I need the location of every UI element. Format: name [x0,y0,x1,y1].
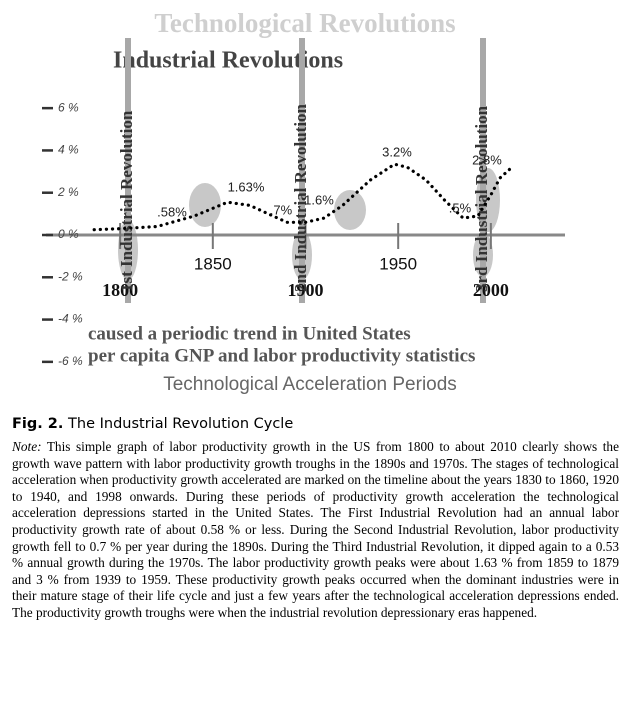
y-tick-label: -2 % [58,269,83,283]
caption-label: Fig. 2. [12,416,64,432]
y-tick-label: 0 % [58,227,79,241]
footer-title: Technological Acceleration Periods [163,374,457,395]
y-tick-label: -6 % [58,354,83,368]
y-tick-label: 6 % [58,100,79,114]
note: Note: This simple graph of labor product… [12,439,619,622]
annotation: 1.63% [228,179,265,194]
period-bar [480,38,486,303]
footer-line: per capita GNP and labor productivity st… [88,345,475,366]
period-label: 2nd Industrial Revolution [291,103,310,292]
annotation: 2.8% [472,152,502,167]
y-tick-label: 2 % [57,185,79,199]
annotation: 1.6% [304,192,334,207]
data-line [92,162,511,232]
note-text: This simple graph of labor productivity … [12,439,619,620]
period-bar [299,38,305,303]
annotation: .7% [270,202,293,217]
x-tick-label: 1950 [379,254,417,273]
y-tick-label: 4 % [58,143,79,157]
y-tick-label: -4 % [58,312,83,326]
note-label: Note: [12,439,42,454]
caption: Fig. 2. The Industrial Revolution Cycle [12,416,293,432]
x-tick-label: 1900 [288,280,324,300]
caption-title: The Industrial Revolution Cycle [68,416,294,432]
x-tick-label: 2000 [473,280,509,300]
chart: Technological Revolutions Industrial Rev… [42,8,565,395]
annotation: .58% [157,204,187,219]
chart-title: Technological Revolutions [154,8,455,38]
footer-line: caused a periodic trend in United States [88,323,411,344]
x-tick-label: 1800 [102,280,138,300]
x-tick-label: 1850 [194,254,232,273]
annotation: 3.2% [382,144,412,159]
annotation: .5% [449,200,472,215]
period-label: 3rd Industrial Revolution [472,105,491,292]
period-bar [125,38,131,303]
chart-subtitle: Industrial Revolutions [113,48,343,74]
period-label: 1st Industrial Revolution [117,110,136,292]
